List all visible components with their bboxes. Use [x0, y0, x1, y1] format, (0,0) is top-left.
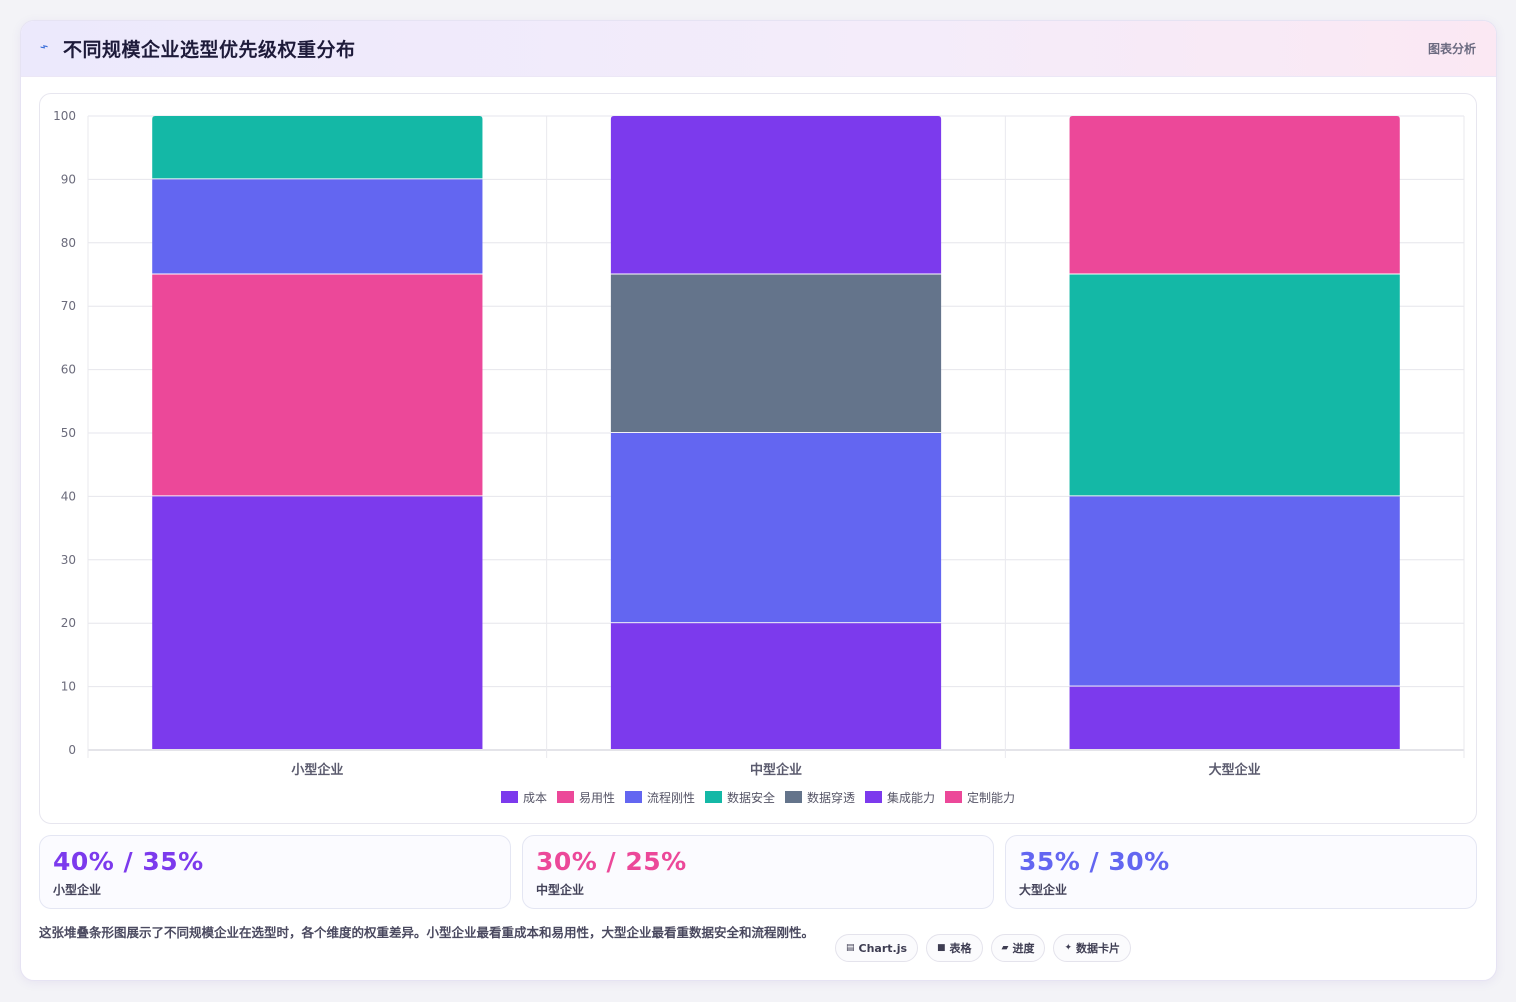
bar-segment	[1069, 116, 1400, 274]
bar-segment	[152, 116, 483, 179]
legend-item[interactable]: 集成能力	[865, 789, 935, 806]
y-tick-label: 60	[61, 363, 76, 377]
stat-card-large: 35% / 30% 大型企业	[1005, 835, 1477, 909]
y-tick-label: 50	[61, 426, 76, 440]
chart-title: 不同规模企业选型优先级权重分布	[63, 39, 356, 61]
bar-segment	[152, 179, 483, 274]
stat-label: 小型企业	[53, 883, 102, 897]
x-tick-label: 中型企业	[750, 762, 802, 778]
stat-card-medium: 30% / 25% 中型企业	[522, 835, 994, 909]
legend-label: 易用性	[578, 790, 615, 805]
progress-icon: ▰	[1001, 943, 1009, 953]
y-tick-label: 80	[61, 236, 76, 250]
bar-segment	[610, 274, 942, 432]
trend-line-icon: ⌁	[37, 38, 51, 56]
y-tick-label: 10	[61, 680, 76, 694]
y-tick-label: 90	[61, 172, 76, 186]
legend-item[interactable]: 定制能力	[945, 789, 1015, 806]
stat-label: 大型企业	[1019, 883, 1068, 897]
chip-label: 进度	[1012, 942, 1035, 955]
bar-segment	[152, 496, 483, 749]
stat-value: 35% / 30%	[1019, 847, 1170, 876]
legend-swatch	[945, 791, 963, 803]
legend-swatch	[865, 791, 883, 803]
chip-progress[interactable]: ▰ 进度	[990, 934, 1046, 962]
legend-swatch	[785, 791, 802, 803]
bar-segment	[1069, 274, 1400, 496]
chart-card: ⌁ 不同规模企业选型优先级权重分布 图表分析 0 10 20 30 40 50 60 70 80…	[20, 20, 1497, 981]
tag-chips: ▤ Chart.js ■ 表格 ▰ 进度 ✦ 数据卡片	[835, 934, 1132, 962]
bar-segment	[1069, 686, 1400, 749]
bar-segment	[610, 433, 942, 623]
legend-item[interactable]: 数据穿透	[785, 789, 855, 806]
x-tick-label: 小型企业	[291, 762, 343, 778]
legend-swatch	[556, 791, 574, 803]
chart-panel: 0 10 20 30 40 50 60 70 80 90 100 小型企业 中型企业 大型企业 成本 易用性…	[39, 93, 1477, 824]
legend-item[interactable]: 易用性	[556, 789, 615, 806]
legend-swatch	[704, 791, 722, 803]
sparkle-icon: ✦	[1064, 943, 1073, 953]
legend-item[interactable]: 流程刚性	[624, 789, 695, 806]
bar-segment	[1069, 496, 1400, 686]
bar-segment	[152, 274, 483, 496]
legend-label: 数据穿透	[807, 790, 856, 805]
legend-item[interactable]: 数据安全	[704, 789, 775, 806]
legend-item[interactable]: 成本	[500, 789, 547, 806]
stat-card-small: 40% / 35% 小型企业	[39, 835, 511, 909]
bar-segment	[610, 623, 942, 749]
legend-swatch	[500, 791, 518, 803]
legend-label: 流程刚性	[646, 790, 695, 805]
x-tick-label: 大型企业	[1209, 762, 1261, 778]
stat-value: 40% / 35%	[53, 847, 204, 876]
legend-label: 数据安全	[726, 790, 775, 805]
table-icon: ■	[937, 943, 946, 953]
stat-cards: 40% / 35% 小型企业 30% / 25% 中型企业 35% / 30% …	[39, 835, 1477, 909]
chip-label: 表格	[949, 942, 972, 955]
chart-legend: 成本 易用性 流程刚性 数据安全 数据穿透 集成能力 定制能力	[40, 787, 1476, 807]
chart-icon: ▤	[846, 943, 855, 953]
chip-label: 数据卡片	[1076, 942, 1121, 955]
chart-description: 这张堆叠条形图展示了不同规模企业在选型时，各个维度的权重差异。小型企业最看重成本…	[39, 925, 815, 940]
y-tick-label: 0	[68, 743, 76, 757]
y-tick-label: 70	[61, 299, 76, 313]
y-tick-label: 30	[61, 553, 76, 567]
y-tick-label: 20	[61, 616, 76, 630]
chip-label: Chart.js	[858, 941, 908, 955]
y-tick-label: 100	[53, 109, 76, 123]
y-tick-label: 40	[61, 489, 76, 503]
stat-value: 30% / 25%	[536, 847, 687, 876]
legend-label: 定制能力	[967, 790, 1016, 805]
card-header: ⌁ 不同规模企业选型优先级权重分布 图表分析	[21, 21, 1496, 77]
stacked-bar-chart: 0 10 20 30 40 50 60 70 80 90 100 小型企业 中型企业 大型企业	[53, 109, 1465, 778]
header-tag[interactable]: 图表分析	[1427, 42, 1476, 56]
bar-segment	[610, 116, 942, 274]
chip-data-card[interactable]: ✦ 数据卡片	[1053, 934, 1132, 962]
chip-chartjs[interactable]: ▤ Chart.js	[835, 934, 919, 962]
chip-table[interactable]: ■ 表格	[926, 934, 983, 962]
stat-label: 中型企业	[536, 883, 585, 897]
legend-label: 集成能力	[887, 790, 936, 805]
legend-label: 成本	[522, 790, 547, 805]
legend-swatch	[624, 791, 642, 803]
